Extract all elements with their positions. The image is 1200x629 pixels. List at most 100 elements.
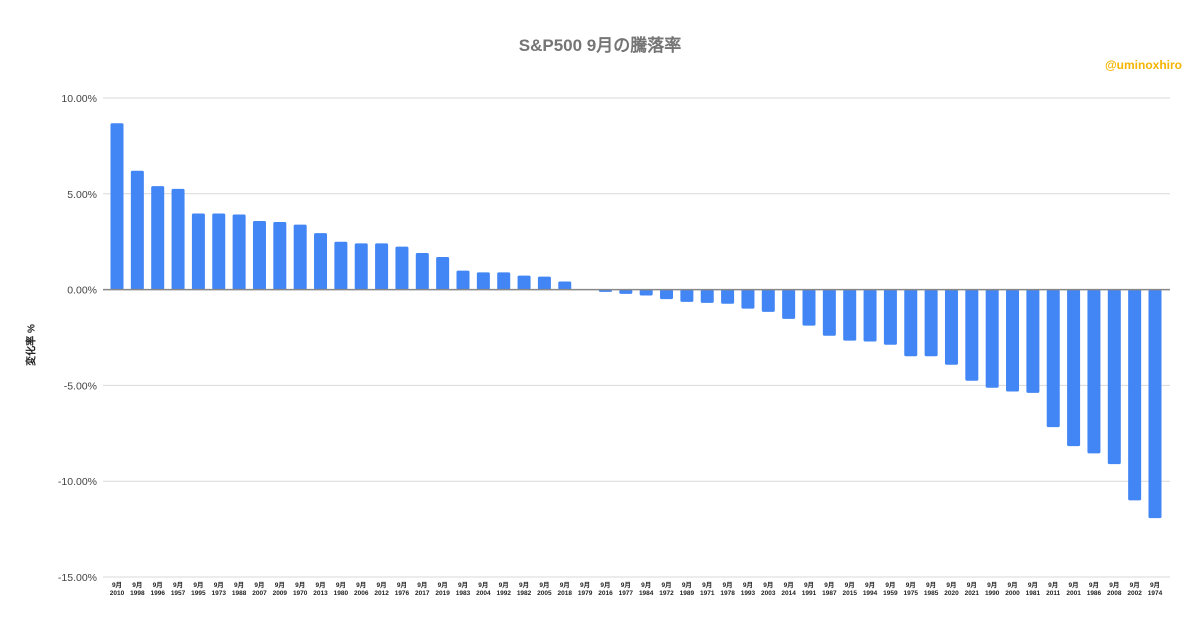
bar [761,289,775,312]
bar [517,275,531,290]
bar [110,123,124,290]
x-tick-label-month: 9月 [214,581,224,589]
bar [130,170,144,290]
bar [293,224,307,290]
x-tick-label-month: 9月 [906,581,916,589]
bar [843,289,857,341]
x-tick-label-year: 1985 [924,590,939,597]
x-tick-label-month: 9月 [519,581,529,589]
x-tick-label-year: 1957 [171,590,186,597]
bar [476,272,490,290]
x-tick-label-month: 9月 [723,581,733,589]
x-tick-label-month: 9月 [865,581,875,589]
bar [375,243,389,290]
x-tick-label-year: 2001 [1066,590,1081,597]
x-tick-label-year: 1976 [395,590,410,597]
x-tick-label-month: 9月 [600,581,610,589]
x-tick-label-year: 2004 [476,590,491,597]
bar [985,289,999,388]
x-tick-label-year: 1992 [496,590,511,597]
bar [191,213,205,290]
bar [1087,289,1101,454]
bar [232,214,246,290]
bar [497,272,511,290]
x-tick-label-year: 1991 [802,590,817,597]
bar [334,241,348,290]
bar [395,246,409,290]
x-tick-label-year: 1973 [212,590,227,597]
x-tick-label-year: 1974 [1148,590,1163,597]
x-tick-label-year: 2000 [1005,590,1020,597]
x-tick-label-month: 9月 [763,581,773,589]
bar [904,289,918,357]
bar [212,213,226,290]
x-tick-label-month: 9月 [926,581,936,589]
x-tick-label-year: 2008 [1107,590,1122,597]
bar [354,243,368,290]
x-tick-label-month: 9月 [417,581,427,589]
x-tick-label-month: 9月 [1130,581,1140,589]
x-tick-label-year: 1990 [985,590,1000,597]
bar [151,186,165,290]
bar [924,289,938,357]
bars [110,123,1162,519]
x-tick-label-month: 9月 [438,581,448,589]
x-tick-label-month: 9月 [112,581,122,589]
x-tick-label-month: 9月 [397,581,407,589]
x-tick-label-year: 2016 [598,590,613,597]
x-tick-label-month: 9月 [560,581,570,589]
x-tick-label-year: 2006 [354,590,369,597]
bar [660,289,674,300]
bar [944,289,958,365]
y-tick-label: 5.00% [67,189,97,201]
x-tick-label-year: 2003 [761,590,776,597]
y-tick-label: -15.00% [58,572,97,584]
x-axis-ticks: 9月20109月19989月19969月19579月19959月19739月19… [110,581,1163,597]
bar [802,289,816,326]
bar [537,276,551,290]
bar [863,289,877,342]
x-tick-label-year: 1989 [680,590,695,597]
x-tick-label-month: 9月 [1150,581,1160,589]
x-tick-label-month: 9月 [193,581,203,589]
x-tick-label-year: 2005 [537,590,552,597]
bar [721,289,735,304]
x-tick-label-month: 9月 [621,581,631,589]
bar [171,188,185,290]
x-tick-label-month: 9月 [356,581,366,589]
x-tick-label-year: 1979 [578,590,593,597]
bar [741,289,755,309]
x-tick-label-month: 9月 [946,581,956,589]
x-tick-label-year: 2013 [313,590,328,597]
y-tick-label: 0.00% [67,285,97,297]
x-tick-label-month: 9月 [478,581,488,589]
x-tick-label-year: 2007 [252,590,267,597]
bar [883,289,897,345]
x-tick-label-year: 1984 [639,590,654,597]
x-tick-label-year: 2010 [110,590,125,597]
x-tick-label-month: 9月 [315,581,325,589]
bar [619,289,633,294]
x-tick-label-month: 9月 [784,581,794,589]
x-tick-label-year: 1971 [700,590,715,597]
bar [1067,289,1081,447]
x-tick-label-month: 9月 [743,581,753,589]
x-tick-label-year: 2009 [273,590,288,597]
x-tick-label-month: 9月 [824,581,834,589]
bar [415,253,429,290]
x-tick-label-month: 9月 [1007,581,1017,589]
x-tick-label-month: 9月 [1069,581,1079,589]
bar [1006,289,1020,392]
x-tick-label-month: 9月 [804,581,814,589]
bar [1128,289,1142,501]
x-tick-label-month: 9月 [275,581,285,589]
x-tick-label-month: 9月 [580,581,590,589]
x-tick-label-year: 2020 [944,590,959,597]
bar [252,221,266,290]
bar [1107,289,1121,465]
x-tick-label-month: 9月 [132,581,142,589]
x-tick-label-month: 9月 [967,581,977,589]
bar [822,289,836,336]
x-tick-label-month: 9月 [885,581,895,589]
